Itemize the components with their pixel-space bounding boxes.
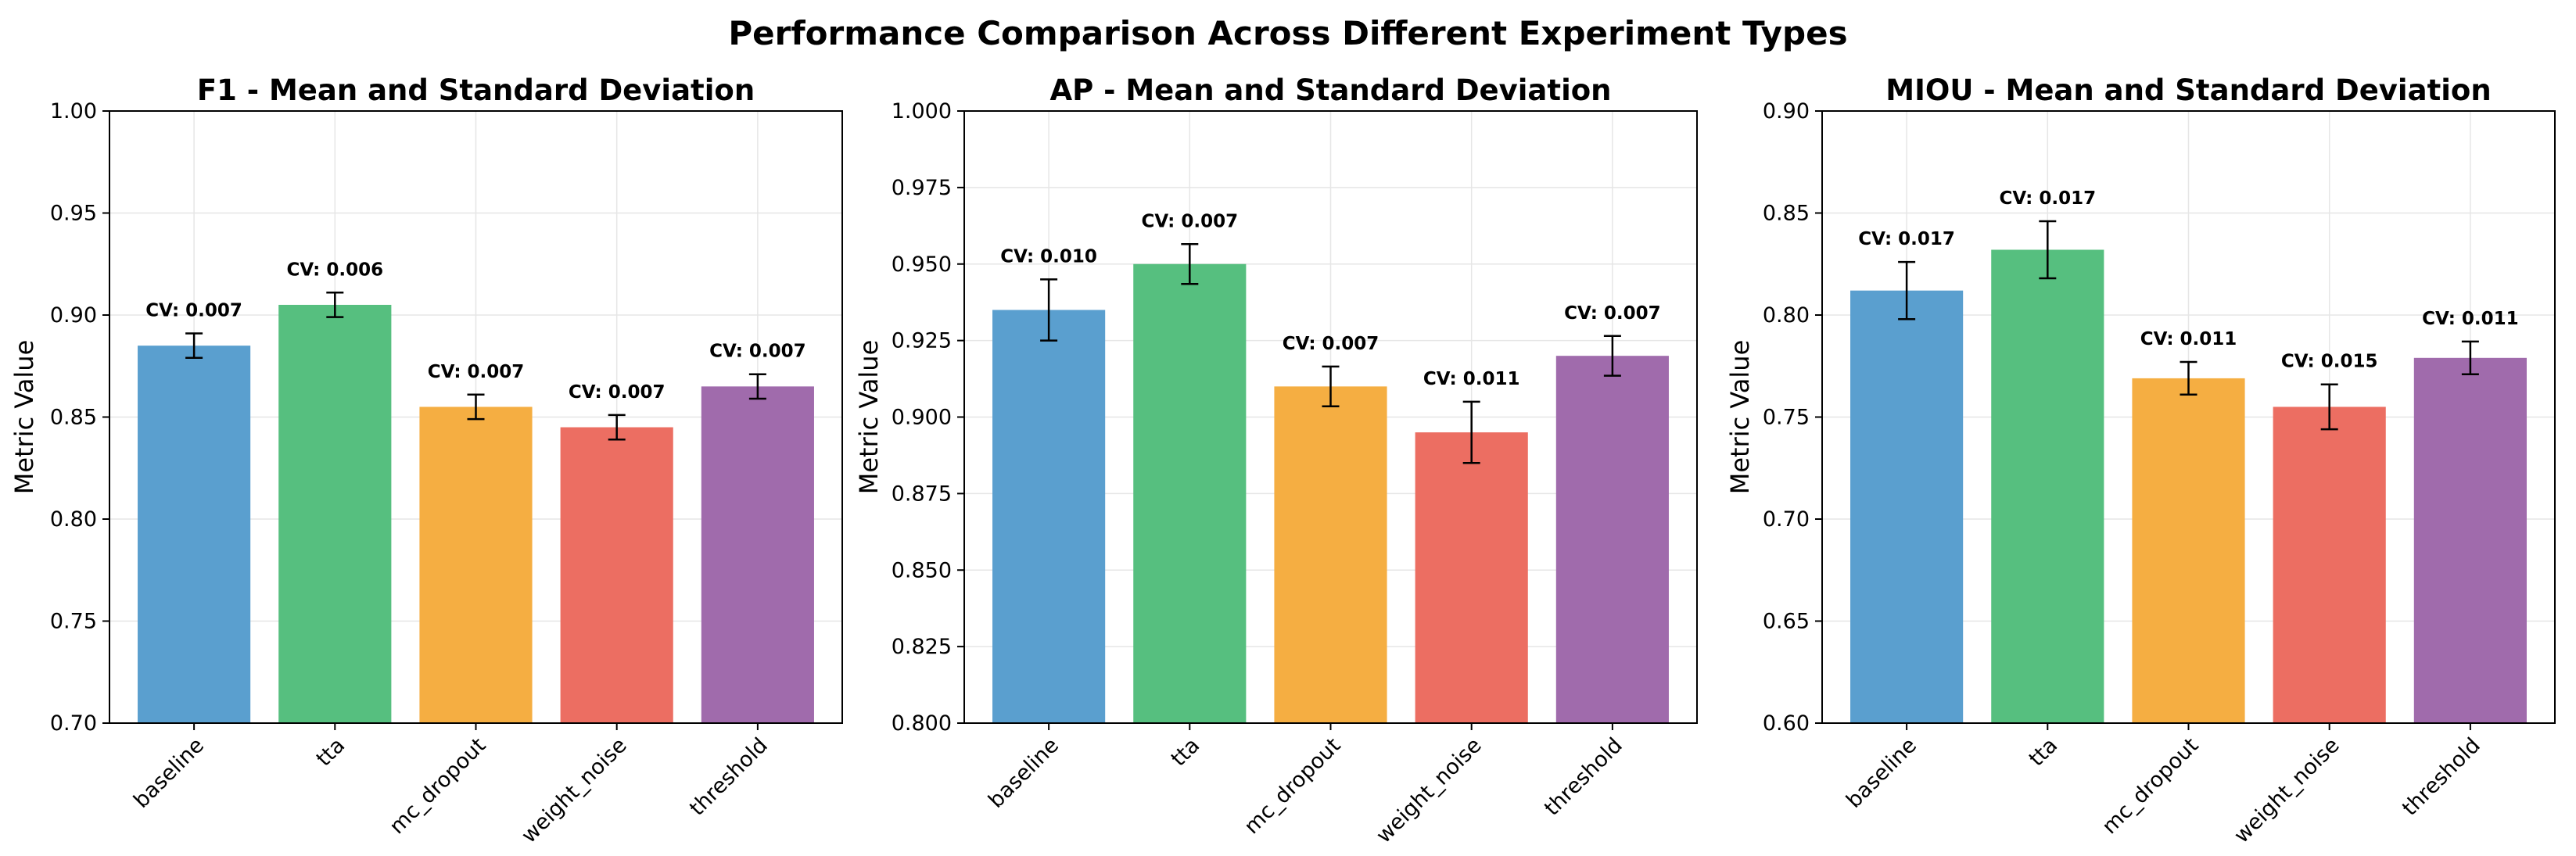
- bar-baseline: [138, 346, 251, 723]
- y-tick-label: 0.900: [892, 406, 952, 430]
- y-axis-title: Metric Value: [1725, 340, 1755, 495]
- y-tick-label: 0.75: [50, 610, 97, 634]
- x-tick-label: mc_dropout: [1240, 733, 1345, 839]
- chart-panel-0: F1 - Mean and Standard Deviation 0.70 0.75…: [9, 73, 843, 848]
- y-tick-label: 0.85: [50, 406, 97, 430]
- bar-threshold: [701, 386, 814, 723]
- chart-panel-2: MIOU - Mean and Standard Deviation 0.60 0.…: [1725, 73, 2556, 848]
- cv-label-mc_dropout: CV: 0.011: [2140, 329, 2237, 349]
- chart-panel-1: AP - Mean and Standard Deviation 0.800 0.8…: [854, 73, 1698, 848]
- cv-label-tta: CV: 0.017: [2000, 188, 2097, 209]
- cv-label-tta: CV: 0.007: [1142, 211, 1239, 231]
- x-tick-label: tta: [2025, 733, 2063, 772]
- bar-threshold: [1555, 356, 1669, 723]
- plot-frame: [963, 110, 1698, 724]
- x-tick-label: weight_noise: [1372, 733, 1487, 848]
- x-tick-label: tta: [312, 733, 350, 772]
- panel-title: F1 - Mean and Standard Deviation: [197, 73, 755, 107]
- panel-title: AP - Mean and Standard Deviation: [1049, 73, 1611, 107]
- cv-label-weight_noise: CV: 0.015: [2281, 352, 2378, 372]
- x-tick-label: mc_dropout: [2097, 733, 2203, 839]
- x-tick-label: threshold: [685, 733, 773, 821]
- bar-baseline: [992, 310, 1106, 724]
- y-tick-label: 0.65: [1763, 610, 1810, 634]
- y-tick-label: 1.000: [892, 99, 952, 124]
- x-tick-label: weight_noise: [2230, 733, 2345, 848]
- y-tick-label: 0.80: [50, 507, 97, 532]
- cv-label-weight_noise: CV: 0.007: [569, 382, 666, 403]
- y-tick-label: 0.90: [1763, 99, 1810, 124]
- plot-frame: [1821, 110, 2556, 724]
- bar-mc_dropout: [2132, 378, 2245, 723]
- y-tick-label: 0.80: [1763, 303, 1810, 328]
- y-tick-label: 0.950: [892, 253, 952, 277]
- bar-tta: [1991, 249, 2104, 724]
- bar-tta: [1133, 263, 1247, 723]
- y-tick-label: 0.75: [1763, 406, 1810, 430]
- y-axis-title: Metric Value: [9, 340, 39, 495]
- cv-label-baseline: CV: 0.007: [145, 300, 242, 321]
- y-tick-label: 0.70: [50, 711, 97, 736]
- bar-baseline: [1850, 290, 1964, 723]
- y-axis-title: Metric Value: [854, 340, 884, 495]
- bar-weight_noise: [2273, 407, 2386, 723]
- x-tick-label: baseline: [129, 733, 209, 813]
- y-tick-label: 0.975: [892, 176, 952, 200]
- y-tick-label: 0.825: [892, 635, 952, 659]
- x-tick-label: baseline: [984, 733, 1064, 813]
- cv-label-baseline: CV: 0.017: [1858, 229, 1955, 249]
- y-tick-label: 0.95: [50, 202, 97, 226]
- cv-label-weight_noise: CV: 0.011: [1423, 369, 1520, 389]
- panel-title: MIOU - Mean and Standard Deviation: [1885, 73, 2491, 107]
- y-tick-label: 0.925: [892, 329, 952, 353]
- y-tick-label: 0.850: [892, 558, 952, 582]
- y-tick-label: 1.00: [50, 99, 97, 124]
- y-tick-label: 0.875: [892, 482, 952, 506]
- bar-weight_noise: [560, 427, 673, 723]
- bar-tta: [278, 304, 392, 723]
- cv-label-threshold: CV: 0.007: [709, 342, 806, 362]
- x-tick-label: threshold: [2398, 733, 2485, 821]
- y-tick-label: 0.800: [892, 711, 952, 736]
- plot-frame: [109, 110, 843, 724]
- bar-mc_dropout: [419, 407, 533, 723]
- x-tick-label: tta: [1167, 733, 1205, 772]
- bar-weight_noise: [1415, 432, 1528, 723]
- cv-label-tta: CV: 0.006: [287, 260, 384, 280]
- cv-label-mc_dropout: CV: 0.007: [428, 362, 525, 382]
- x-tick-label: baseline: [1842, 733, 1921, 813]
- x-tick-label: threshold: [1540, 733, 1627, 821]
- bar-threshold: [2413, 357, 2527, 723]
- y-tick-label: 0.90: [50, 303, 97, 328]
- figure-title: Performance Comparison Across Different …: [728, 14, 1848, 52]
- x-tick-label: weight_noise: [517, 733, 632, 848]
- bar-mc_dropout: [1274, 386, 1387, 723]
- y-tick-label: 0.60: [1763, 711, 1810, 736]
- y-tick-label: 0.70: [1763, 507, 1810, 532]
- cv-label-mc_dropout: CV: 0.007: [1283, 334, 1379, 354]
- cv-label-threshold: CV: 0.007: [1564, 303, 1661, 324]
- y-tick-label: 0.85: [1763, 202, 1810, 226]
- cv-label-threshold: CV: 0.011: [2422, 309, 2519, 329]
- cv-label-baseline: CV: 0.010: [1000, 246, 1097, 267]
- x-tick-label: mc_dropout: [385, 733, 490, 839]
